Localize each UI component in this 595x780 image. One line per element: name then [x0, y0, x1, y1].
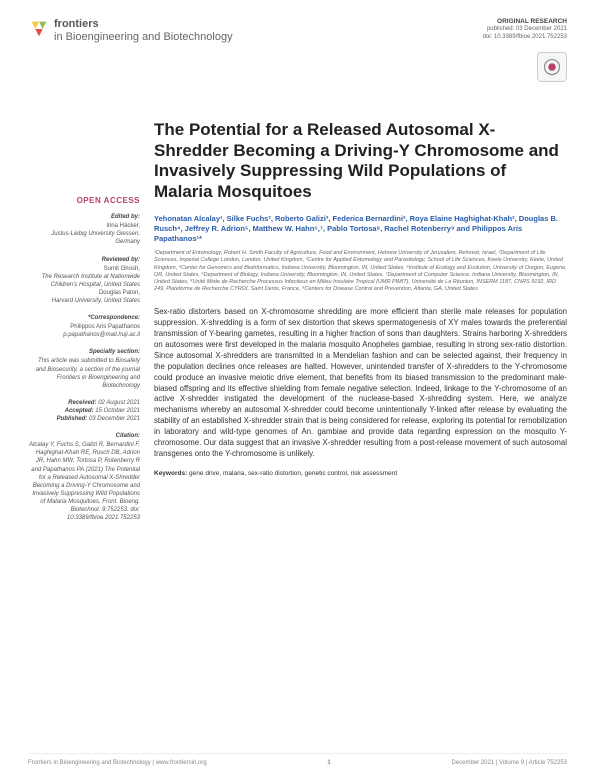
reviewed-by-block: Reviewed by: Sumit Ghosh, The Research I… — [28, 256, 140, 306]
correspondence-label: *Correspondence: — [28, 314, 140, 322]
sidebar: OPEN ACCESS Edited by: Irina Häcker, Jus… — [28, 120, 140, 531]
reviewer-2-affiliation: Harvard University, United States — [28, 297, 140, 305]
specialty-section-label: Specialty section: — [28, 348, 140, 356]
publication-meta: ORIGINAL RESEARCH published: 03 December… — [483, 18, 567, 42]
frontiers-logo-icon — [28, 18, 50, 40]
check-updates-icon — [543, 58, 561, 76]
editor-name: Irina Häcker, — [28, 222, 140, 230]
edited-by-label: Edited by: — [28, 213, 140, 221]
reviewer-1-affiliation: The Research Institute at Nationwide Chi… — [28, 273, 140, 289]
received-label: Received: — [68, 400, 96, 406]
footer-left: Frontiers in Bioengineering and Biotechn… — [28, 760, 207, 766]
keywords-label: Keywords: — [154, 470, 187, 477]
journal-name: frontiers in Bioengineering and Biotechn… — [54, 18, 233, 44]
specialty-section-block: Specialty section: This article was subm… — [28, 348, 140, 389]
published-date: 03 December 2021 — [89, 416, 140, 422]
dates-block: Received: 02 August 2021 Accepted: 15 Oc… — [28, 399, 140, 423]
publish-date: published: 03 December 2021 — [483, 26, 567, 34]
journal-logo: frontiers in Bioengineering and Biotechn… — [28, 18, 233, 44]
accepted-label: Accepted: — [65, 408, 94, 414]
keywords-text: gene drive, malaria, sex-ratio distortio… — [189, 470, 397, 477]
author-list: Yehonatan Alcalay¹, Silke Fuchs², Robert… — [154, 214, 567, 244]
received-date: 02 August 2021 — [98, 400, 140, 406]
citation-block: Citation: Alcalay Y, Fuchs S, Galizi R, … — [28, 432, 140, 522]
journal-subtitle: in Bioengineering and Biotechnology — [54, 31, 233, 43]
published-label: Published: — [57, 416, 88, 422]
brand-name: frontiers — [54, 18, 99, 30]
reviewer-2-name: Douglas Paton, — [28, 289, 140, 297]
affiliation-list: ¹Department of Entomology, Robert H. Smi… — [154, 250, 567, 293]
check-updates-badge[interactable] — [537, 52, 567, 82]
editor-affiliation: Justus-Liebig University Giessen, German… — [28, 230, 140, 246]
correspondence-name: Philippos Aris Papathanos — [28, 323, 140, 331]
keywords-line: Keywords: gene drive, malaria, sex-ratio… — [154, 470, 567, 477]
reviewer-1-name: Sumit Ghosh, — [28, 265, 140, 273]
main-content: OPEN ACCESS Edited by: Irina Häcker, Jus… — [0, 120, 595, 531]
abstract-text: Sex-ratio distorters based on X-chromoso… — [154, 307, 567, 460]
accepted-date: 15 October 2021 — [95, 408, 140, 414]
correspondence-email: p.papathanos@mail.huji.ac.il — [28, 331, 140, 339]
open-access-label: OPEN ACCESS — [28, 196, 140, 207]
page-number: 1 — [327, 760, 330, 766]
page-header: frontiers in Bioengineering and Biotechn… — [0, 0, 595, 48]
correspondence-block: *Correspondence: Philippos Aris Papathan… — [28, 314, 140, 339]
specialty-section-text: This article was submitted to Biosafety … — [28, 357, 140, 389]
citation-label: Citation: — [28, 432, 140, 440]
doi-text: doi: 10.3389/fbioe.2021.752253 — [483, 34, 567, 42]
article-body: The Potential for a Released Autosomal X… — [154, 120, 567, 531]
article-type: ORIGINAL RESEARCH — [483, 18, 567, 26]
article-title: The Potential for a Released Autosomal X… — [154, 120, 567, 202]
page-footer: Frontiers in Bioengineering and Biotechn… — [28, 753, 567, 766]
footer-right: December 2021 | Volume 9 | Article 75225… — [451, 760, 567, 766]
reviewed-by-label: Reviewed by: — [28, 256, 140, 264]
citation-text: Alcalay Y, Fuchs S, Galizi R, Bernardini… — [28, 441, 140, 522]
edited-by-block: Edited by: Irina Häcker, Justus-Liebig U… — [28, 213, 140, 246]
